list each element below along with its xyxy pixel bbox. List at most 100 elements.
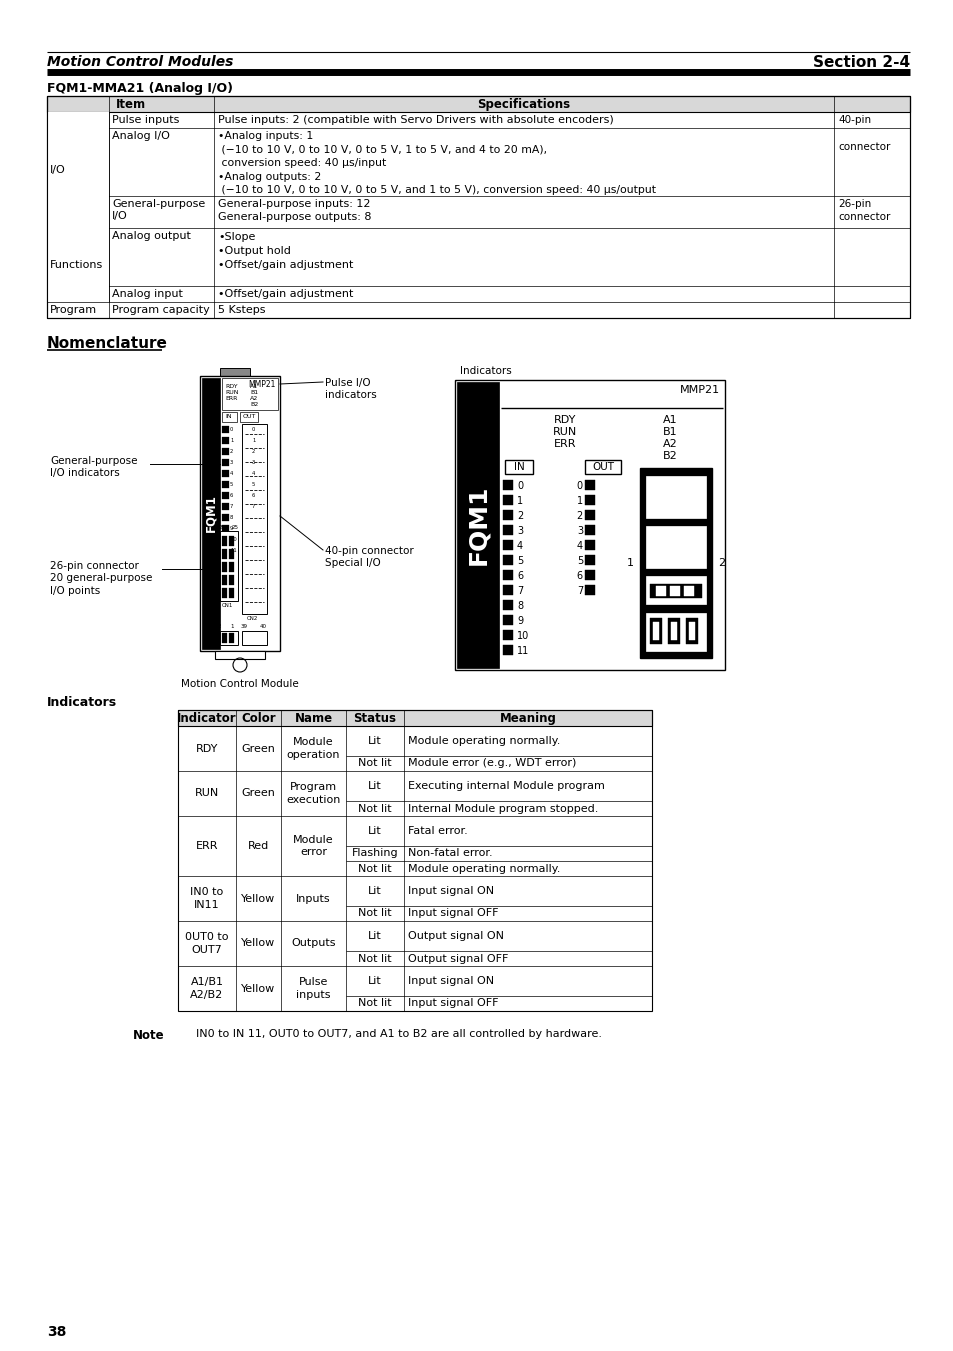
Bar — [502, 555, 513, 565]
Text: Indicators: Indicators — [459, 366, 511, 376]
Bar — [222, 536, 229, 543]
Text: 3: 3 — [252, 459, 255, 465]
Text: 10: 10 — [230, 536, 236, 542]
Text: Yellow: Yellow — [241, 984, 275, 993]
Bar — [244, 492, 251, 499]
Bar — [222, 503, 229, 509]
Text: Analog I/O: Analog I/O — [112, 131, 170, 141]
Text: Pulse inputs: 2 (compatible with Servo Drivers with absolute encoders): Pulse inputs: 2 (compatible with Servo D… — [218, 115, 613, 126]
Text: Section 2-4: Section 2-4 — [812, 55, 909, 70]
Bar — [584, 494, 595, 505]
Bar — [229, 562, 233, 571]
Bar — [584, 555, 595, 565]
Text: Meaning: Meaning — [499, 712, 556, 725]
Text: 11: 11 — [230, 549, 236, 553]
Text: Not lit: Not lit — [357, 908, 392, 919]
Text: Yellow: Yellow — [241, 893, 275, 904]
Text: Module error (e.g., WDT error): Module error (e.g., WDT error) — [408, 758, 576, 769]
Text: Not lit: Not lit — [357, 758, 392, 769]
Bar — [222, 634, 227, 643]
Text: General-purpose
I/O: General-purpose I/O — [112, 199, 205, 222]
Text: Green: Green — [241, 743, 275, 754]
Bar — [685, 617, 698, 644]
Text: FQM1-MMA21 (Analog I/O): FQM1-MMA21 (Analog I/O) — [47, 82, 233, 95]
Text: Status: Status — [354, 712, 396, 725]
Text: 2: 2 — [230, 449, 233, 454]
Bar — [502, 630, 513, 640]
Text: Input signal OFF: Input signal OFF — [408, 908, 498, 919]
Text: MMP21: MMP21 — [249, 380, 275, 389]
Bar — [688, 621, 695, 640]
Text: 9: 9 — [517, 616, 522, 626]
Text: Motion Control Module: Motion Control Module — [181, 680, 298, 689]
Text: A1: A1 — [662, 415, 677, 426]
Bar — [222, 549, 227, 559]
Bar — [669, 586, 679, 596]
Text: 40-pin: 40-pin — [837, 115, 870, 126]
Bar — [240, 412, 257, 422]
Bar — [584, 526, 595, 535]
Text: Internal Module program stopped.: Internal Module program stopped. — [408, 804, 598, 813]
Text: 7: 7 — [517, 586, 522, 596]
Bar — [222, 426, 229, 434]
Text: RUN: RUN — [225, 390, 238, 394]
Bar — [220, 531, 237, 601]
Bar — [242, 424, 267, 613]
Text: Analog output: Analog output — [112, 231, 191, 240]
Bar — [222, 412, 236, 422]
Text: Lit: Lit — [368, 931, 381, 942]
Text: Module
error: Module error — [293, 835, 334, 857]
Bar — [645, 526, 705, 567]
Text: ERR: ERR — [195, 842, 218, 851]
Text: FQM1: FQM1 — [204, 494, 217, 532]
Bar — [222, 481, 229, 488]
Text: RUN: RUN — [553, 427, 577, 436]
Text: 6: 6 — [517, 571, 522, 581]
Text: 5 Ksteps: 5 Ksteps — [218, 305, 265, 315]
Bar — [202, 378, 220, 648]
Bar — [222, 547, 229, 554]
Text: 0: 0 — [252, 427, 255, 432]
Bar — [178, 711, 651, 1011]
Bar — [244, 481, 251, 488]
Text: Analog input: Analog input — [112, 289, 183, 299]
Text: RDY: RDY — [554, 415, 576, 426]
Text: Green: Green — [241, 789, 275, 798]
Text: 2: 2 — [217, 624, 220, 630]
Text: 2: 2 — [252, 449, 255, 454]
Bar — [584, 480, 595, 490]
Text: Inputs: Inputs — [295, 893, 331, 904]
Text: A2: A2 — [250, 396, 258, 401]
Text: MMP21: MMP21 — [679, 385, 720, 394]
Text: B2: B2 — [250, 403, 258, 407]
Text: Module operating normally.: Module operating normally. — [408, 736, 559, 746]
Bar — [178, 711, 651, 725]
Bar — [242, 631, 267, 644]
Text: B1: B1 — [662, 427, 677, 436]
Text: Program: Program — [50, 305, 97, 315]
Text: 5: 5 — [577, 557, 582, 566]
Bar — [652, 621, 659, 640]
Text: 40-pin connector
Special I/O: 40-pin connector Special I/O — [325, 546, 414, 569]
Text: B2: B2 — [662, 451, 677, 461]
Text: Item: Item — [115, 99, 146, 111]
Text: 6: 6 — [230, 493, 233, 499]
Text: Color: Color — [241, 712, 275, 725]
Text: OUT: OUT — [592, 462, 614, 471]
Text: Program capacity: Program capacity — [112, 305, 210, 315]
Text: Motion Control Modules: Motion Control Modules — [47, 55, 233, 69]
Text: 25: 25 — [232, 526, 239, 530]
Bar — [220, 367, 250, 376]
Text: 1: 1 — [252, 438, 255, 443]
Text: Lit: Lit — [368, 975, 381, 986]
Bar — [222, 436, 229, 444]
Text: ERR: ERR — [553, 439, 576, 449]
Text: •Slope
•Output hold
•Offset/gain adjustment: •Slope •Output hold •Offset/gain adjustm… — [218, 232, 353, 270]
Text: Lit: Lit — [368, 825, 381, 836]
Text: 6: 6 — [252, 493, 255, 499]
Bar — [649, 617, 661, 644]
Text: 4: 4 — [517, 540, 522, 551]
Text: 0: 0 — [577, 481, 582, 490]
Bar — [244, 436, 251, 444]
Text: 1: 1 — [230, 624, 233, 630]
